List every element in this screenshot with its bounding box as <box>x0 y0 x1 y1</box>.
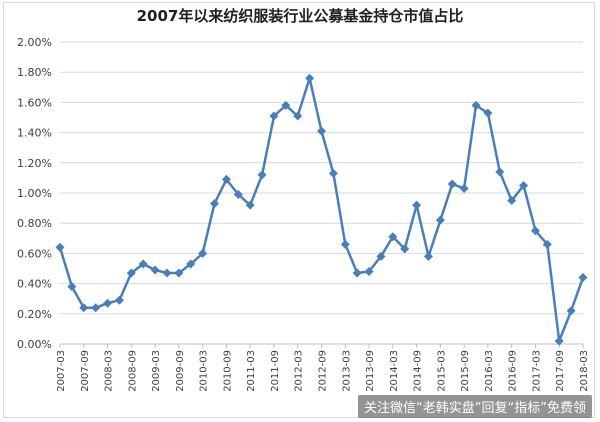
x-tick-label: 2009-03 <box>151 350 162 392</box>
x-tick-label: 2018-03 <box>579 350 590 392</box>
x-tick-label: 2013-03 <box>341 350 352 392</box>
data-point <box>126 268 136 278</box>
data-point <box>519 180 529 190</box>
x-tick-label: 2007-09 <box>80 350 91 392</box>
data-point <box>388 232 398 242</box>
watermark-banner: 关注微信“老韩实盘”回复“指标”免费领 <box>358 395 592 418</box>
y-tick-label: 1.60% <box>17 96 52 109</box>
data-point <box>103 298 113 308</box>
data-point <box>114 295 124 305</box>
y-tick-label: 2.00% <box>17 36 52 49</box>
x-tick-label: 2011-03 <box>246 350 257 392</box>
y-tick-label: 0.80% <box>17 217 52 230</box>
y-tick-label: 1.80% <box>17 66 52 79</box>
x-tick-label: 2015-09 <box>460 350 471 392</box>
y-tick-label: 0.60% <box>17 247 52 260</box>
data-point <box>328 168 338 178</box>
data-point <box>221 174 231 184</box>
data-point <box>257 170 267 180</box>
data-point <box>281 100 291 110</box>
data-point <box>150 265 160 275</box>
data-point <box>269 111 279 121</box>
data-point <box>447 179 457 189</box>
data-point <box>162 268 172 278</box>
data-point <box>483 108 493 118</box>
x-tick-label: 2007-03 <box>56 350 67 392</box>
y-tick-label: 1.00% <box>17 187 52 200</box>
chart-title: 2007年以来纺织服装行业公募基金持仓市值占比 <box>136 7 464 25</box>
data-point <box>245 200 255 210</box>
data-point <box>542 239 552 249</box>
x-tick-label: 2009-09 <box>175 350 186 392</box>
data-point <box>554 336 564 346</box>
y-tick-label: 1.20% <box>17 157 52 170</box>
data-point <box>340 239 350 249</box>
series-line <box>58 76 585 343</box>
x-tick-label: 2010-09 <box>222 350 233 392</box>
data-point <box>352 268 362 278</box>
y-tick-label: 0.20% <box>17 308 52 321</box>
x-tick-label: 2016-03 <box>484 350 495 392</box>
x-tick-label: 2011-09 <box>270 350 281 392</box>
data-point <box>400 244 410 254</box>
data-point <box>435 215 445 225</box>
data-point <box>79 303 89 313</box>
data-point <box>578 273 588 283</box>
data-point <box>412 200 422 210</box>
data-point <box>495 167 505 177</box>
data-point <box>91 303 101 313</box>
data-point <box>210 199 220 209</box>
x-tick-label: 2012-03 <box>294 350 305 392</box>
x-tick-label: 2008-09 <box>127 350 138 392</box>
data-point <box>376 251 386 261</box>
data-point <box>459 183 469 193</box>
data-point <box>138 259 148 269</box>
data-point <box>174 268 184 278</box>
data-point <box>530 226 540 236</box>
data-point <box>233 190 243 200</box>
x-tick-label: 2017-09 <box>555 350 566 392</box>
x-tick-label: 2014-03 <box>389 350 400 392</box>
data-point <box>423 251 433 261</box>
x-tick-label: 2017-03 <box>531 350 542 392</box>
data-point <box>317 126 326 136</box>
y-tick-label: 1.40% <box>17 127 52 140</box>
x-tick-label: 2015-03 <box>436 350 447 392</box>
data-point <box>566 306 576 316</box>
data-point <box>198 248 208 258</box>
data-point <box>293 111 303 121</box>
data-point <box>507 196 517 206</box>
y-tick-label: 0.00% <box>17 338 52 351</box>
x-tick-label: 2012-09 <box>318 350 329 392</box>
data-point <box>67 282 77 292</box>
data-point <box>186 259 196 269</box>
x-tick-label: 2014-09 <box>413 350 424 392</box>
data-point <box>471 100 481 110</box>
chart-frame <box>3 2 595 418</box>
data-point <box>364 267 374 277</box>
x-tick-label: 2013-09 <box>365 350 376 392</box>
x-tick-label: 2008-03 <box>104 350 115 392</box>
x-tick-label: 2010-03 <box>199 350 210 392</box>
data-point <box>305 73 315 83</box>
y-tick-label: 0.40% <box>17 278 52 291</box>
data-point <box>55 242 65 252</box>
x-tick-label: 2016-09 <box>508 350 519 392</box>
